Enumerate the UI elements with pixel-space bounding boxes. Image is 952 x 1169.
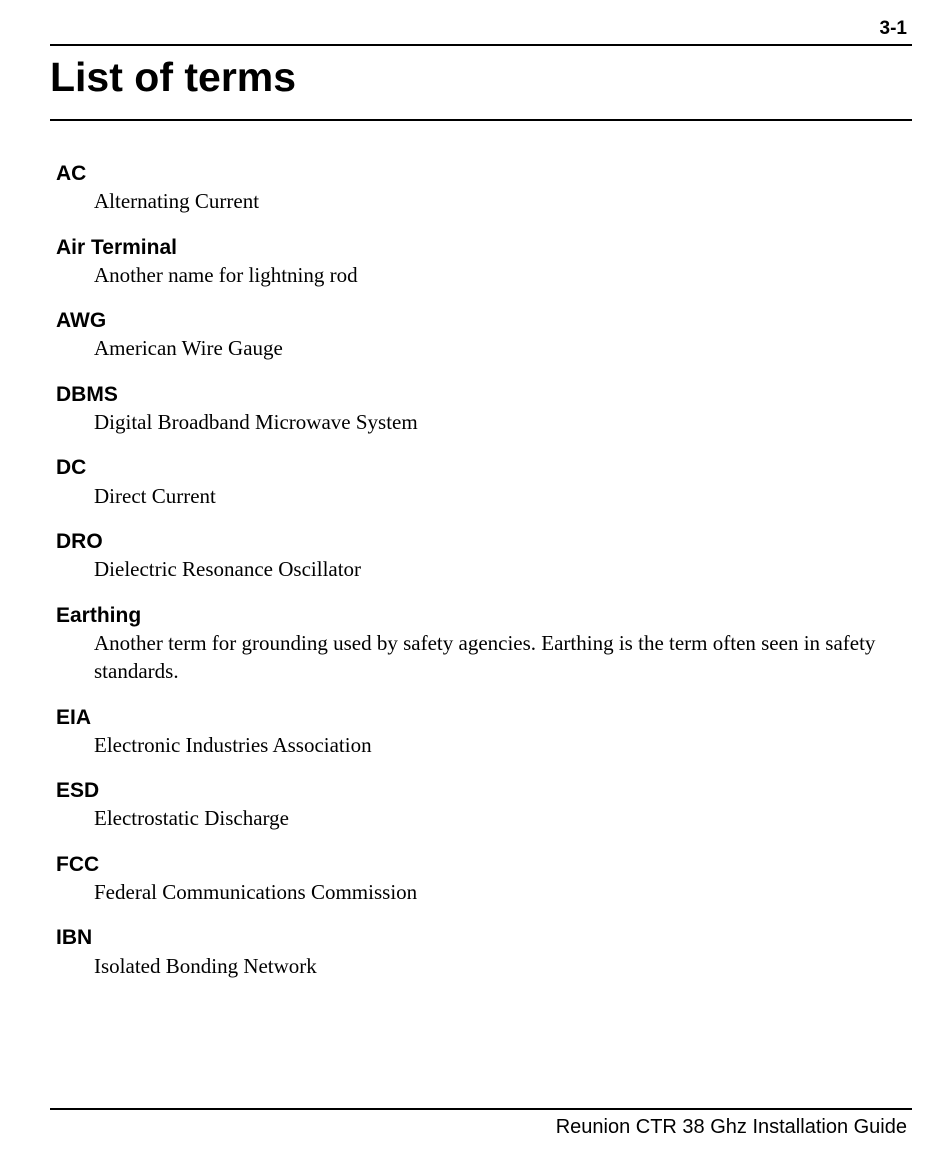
term-label: Air Terminal — [56, 235, 912, 261]
footer-rule — [50, 1108, 912, 1110]
term-entry: AC Alternating Current — [56, 161, 912, 216]
page-footer: Reunion CTR 38 Ghz Installation Guide — [50, 1108, 912, 1139]
term-definition: Electronic Industries Association — [56, 731, 912, 759]
term-label: DBMS — [56, 382, 912, 408]
page-title: List of terms — [50, 54, 912, 119]
terms-list: AC Alternating Current Air Terminal Anot… — [50, 161, 912, 980]
title-rule — [50, 119, 912, 121]
term-definition: Another name for lightning rod — [56, 261, 912, 289]
term-label: ESD — [56, 778, 912, 804]
term-label: IBN — [56, 925, 912, 951]
footer-text: Reunion CTR 38 Ghz Installation Guide — [50, 1116, 912, 1139]
term-definition: Electrostatic Discharge — [56, 804, 912, 832]
term-entry: DRO Dielectric Resonance Oscillator — [56, 529, 912, 584]
term-entry: IBN Isolated Bonding Network — [56, 925, 912, 980]
term-label: AC — [56, 161, 912, 187]
term-entry: Air Terminal Another name for lightning … — [56, 235, 912, 290]
term-definition: Digital Broadband Microwave System — [56, 408, 912, 436]
term-label: AWG — [56, 308, 912, 334]
term-entry: FCC Federal Communications Commission — [56, 852, 912, 907]
document-page: 3-1 List of terms AC Alternating Current… — [0, 0, 952, 1169]
term-definition: Isolated Bonding Network — [56, 952, 912, 980]
term-definition: Direct Current — [56, 482, 912, 510]
term-entry: ESD Electrostatic Discharge — [56, 778, 912, 833]
term-label: DRO — [56, 529, 912, 555]
term-definition: Alternating Current — [56, 187, 912, 215]
page-number: 3-1 — [50, 18, 912, 44]
term-entry: Earthing Another term for grounding used… — [56, 603, 912, 686]
term-label: EIA — [56, 705, 912, 731]
term-definition: Another term for grounding used by safet… — [56, 629, 912, 686]
term-definition: Federal Communications Commission — [56, 878, 912, 906]
term-entry: DBMS Digital Broadband Microwave System — [56, 382, 912, 437]
term-entry: DC Direct Current — [56, 455, 912, 510]
term-label: FCC — [56, 852, 912, 878]
term-definition: American Wire Gauge — [56, 334, 912, 362]
term-label: DC — [56, 455, 912, 481]
term-label: Earthing — [56, 603, 912, 629]
top-rule — [50, 44, 912, 46]
term-entry: AWG American Wire Gauge — [56, 308, 912, 363]
term-entry: EIA Electronic Industries Association — [56, 705, 912, 760]
term-definition: Dielectric Resonance Oscillator — [56, 555, 912, 583]
